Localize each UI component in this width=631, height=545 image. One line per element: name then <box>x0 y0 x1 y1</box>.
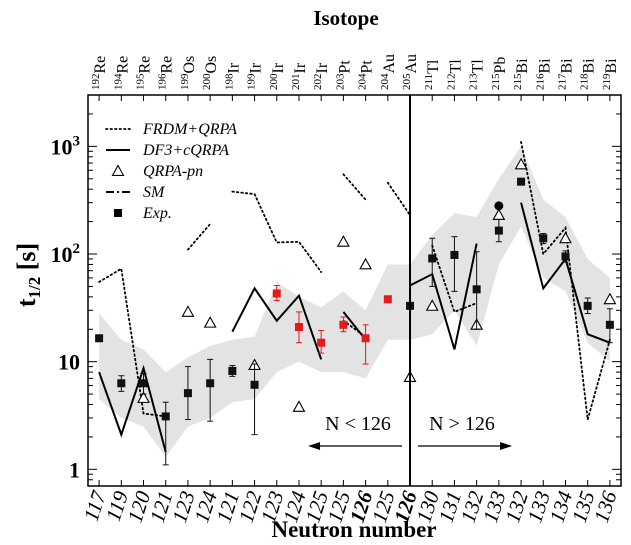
isotope-label: 215Pb <box>490 57 509 90</box>
model-lines <box>98 141 611 453</box>
x-axis-label: Neutron number <box>271 517 436 542</box>
frdm-qrpa-line <box>98 267 167 418</box>
isotope-label: 195Re <box>135 56 154 90</box>
exp-point <box>472 285 481 294</box>
df3-cqrpa-line <box>409 243 478 350</box>
sm-point <box>494 201 504 211</box>
isotope-label: 201Ir <box>290 62 309 90</box>
isotope-label: 194Re <box>112 56 131 90</box>
isotope-label: 204Pt <box>357 60 376 90</box>
isotope-label: 213Tl <box>468 59 487 90</box>
data-markers <box>95 157 617 466</box>
axis-ticks: 1101021031171191201211231241211221231241… <box>51 54 622 526</box>
df3-cqrpa-line <box>231 286 323 360</box>
isotope-label: 202Ir <box>312 62 331 90</box>
exp-point <box>583 301 592 310</box>
legend-label: Exp. <box>142 205 172 222</box>
qrpa-pn-point <box>292 400 306 412</box>
legend: FRDM+QRPA DF3+cQRPA QRPA-pn SM Exp. <box>105 121 237 222</box>
legend-label: QRPA-pn <box>143 163 203 180</box>
isotope-label: 211Tl <box>423 59 442 90</box>
annotation-n-lt-126: N < 126 <box>325 413 391 435</box>
exp-point <box>450 250 459 259</box>
legend-swatch-exp <box>114 209 122 217</box>
exp-point <box>272 289 281 298</box>
y-tick-label: 10 <box>58 350 80 375</box>
isotope-label: 200Os <box>201 56 220 90</box>
arrow-right-head <box>500 442 513 450</box>
frdm-qrpa-line <box>386 181 411 216</box>
frdm-qrpa-line <box>187 223 212 251</box>
df3-cqrpa-line <box>98 364 167 453</box>
isotope-label: 215Bi <box>512 58 531 90</box>
band-area <box>99 146 610 458</box>
frdm-qrpa-line <box>431 244 478 314</box>
exp-point <box>605 320 614 329</box>
exp-point <box>494 226 503 235</box>
isotope-label: 216Bi <box>534 58 553 90</box>
isotope-label: 192Re <box>90 56 109 90</box>
annotations: N < 126 N > 126 <box>308 413 513 450</box>
isotope-label: 196Re <box>157 56 176 90</box>
isotope-label: 204Au <box>379 54 398 90</box>
exp-point <box>428 254 437 263</box>
chart-title: Isotope <box>313 6 378 30</box>
isotope-label: 200Ir <box>268 62 287 90</box>
uncertainty-band <box>99 146 610 458</box>
legend-label: SM <box>143 184 166 201</box>
exp-point <box>183 389 192 398</box>
y-axis-label: t1/2 [s] <box>12 243 44 307</box>
y-tick-label: 103 <box>51 133 81 159</box>
exp-point <box>561 252 570 261</box>
legend-label: DF3+cQRPA <box>142 142 229 159</box>
frdm-qrpa-line <box>342 173 367 201</box>
isotope-label: 199Os <box>179 56 198 90</box>
qrpa-pn-point <box>181 305 195 317</box>
legend-swatch-qrpa-pn <box>111 164 125 176</box>
exp-point <box>517 177 526 186</box>
isotope-label: 198Ir <box>223 62 242 90</box>
isotope-label: 203Pt <box>334 60 353 90</box>
exp-point <box>95 334 104 343</box>
isotope-label: 205Au <box>401 54 420 90</box>
qrpa-pn-point <box>559 231 572 244</box>
exp-point <box>317 338 326 347</box>
arrow-left-head <box>308 442 321 450</box>
exp-point <box>117 379 126 388</box>
isotope-label: 217Bi <box>556 58 575 90</box>
qrpa-pn-point <box>203 316 217 328</box>
qrpa-pn-point <box>603 292 617 305</box>
exp-point <box>206 379 215 388</box>
plot-frame <box>87 94 622 487</box>
exp-point <box>139 379 148 388</box>
x-tick-label: 136 <box>589 488 622 526</box>
isotope-label: 219Bi <box>601 58 620 90</box>
y-tick-label: 102 <box>51 241 81 267</box>
frdm-qrpa-line <box>520 141 611 420</box>
qrpa-pn-point <box>425 299 439 311</box>
exp-point <box>228 366 237 375</box>
annotation-n-gt-126: N > 126 <box>429 413 495 435</box>
legend-label: FRDM+QRPA <box>142 121 237 138</box>
qrpa-pn-point <box>336 235 350 247</box>
exp-point <box>539 234 548 243</box>
y-tick-label: 1 <box>69 457 80 482</box>
qrpa-pn-point <box>359 257 373 270</box>
isotope-label: 212Tl <box>445 59 464 90</box>
exp-point <box>383 295 392 304</box>
exp-point <box>361 334 370 343</box>
isotope-label: 218Bi <box>579 58 598 90</box>
exp-point <box>294 322 303 331</box>
exp-point <box>250 380 259 389</box>
frdm-qrpa-line <box>231 190 323 273</box>
qrpa-pn-point <box>514 157 528 170</box>
qrpa-pn-point <box>137 391 150 403</box>
exp-point <box>161 412 170 421</box>
isotope-label: 199Ir <box>246 62 265 90</box>
exp-point <box>339 320 348 329</box>
